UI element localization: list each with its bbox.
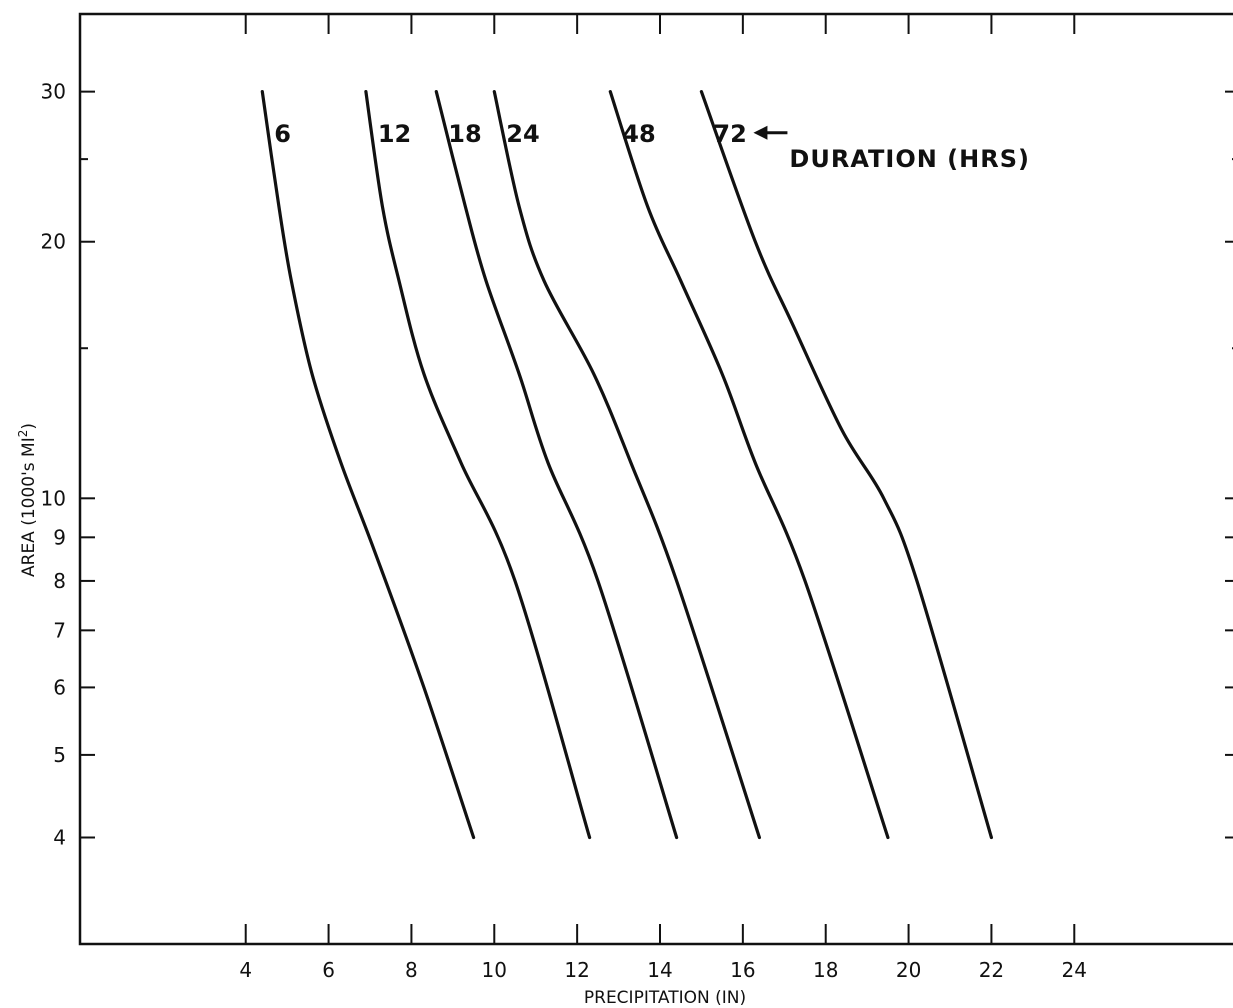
curve-label-72: 72: [713, 120, 746, 148]
y-tick-label: 7: [53, 618, 66, 642]
x-tick-label: 22: [979, 958, 1004, 982]
curve-label-24: 24: [506, 120, 539, 148]
duration-curve-48: [608, 90, 890, 840]
curve-label-18: 18: [448, 120, 481, 148]
y-tick-label: 4: [53, 826, 66, 850]
curve-label-48: 48: [622, 120, 655, 148]
x-tick-label: 24: [1062, 958, 1087, 982]
x-tick-label: 10: [482, 958, 507, 982]
duration-curves: 6 12 18 24 48 72: [260, 90, 993, 840]
y-tick-label: 9: [53, 525, 66, 549]
y-tick-label: 8: [53, 569, 66, 593]
duration-curve-12: [364, 90, 592, 840]
x-tick-label: 16: [730, 958, 755, 982]
x-axis-ticks: 4 6 8 10 12 14 16 18 20 22 24: [239, 14, 1087, 982]
y-axis-title-main: AREA (1000's MI: [19, 437, 39, 577]
plot-frame: [78, 12, 1233, 946]
duration-curve-24: [492, 90, 761, 840]
y-tick-label: 10: [41, 486, 66, 510]
x-tick-label: 6: [322, 958, 335, 982]
duration-curve-6: [260, 90, 476, 840]
y-tick-label: 20: [41, 230, 66, 254]
duration-curve-18: [434, 90, 679, 840]
duration-curve-72: [699, 90, 993, 840]
y-tick-label: 6: [53, 675, 66, 699]
x-tick-label: 20: [896, 958, 921, 982]
y-tick-label: 30: [41, 80, 66, 104]
x-tick-label: 18: [813, 958, 838, 982]
duration-annotation: DURATION (HRS): [789, 145, 1030, 173]
y-axis-ticks: 4 5 6 7 8 9 10 20 30: [41, 80, 1233, 850]
y-axis-title-close: ): [19, 423, 39, 430]
y-axis-title: AREA (1000's MI2): [16, 423, 39, 577]
curve-label-6: 6: [274, 120, 291, 148]
y-tick-label: 5: [53, 743, 66, 767]
x-tick-label: 8: [405, 958, 418, 982]
duration-arrow-head: [753, 125, 768, 140]
x-tick-label: 4: [239, 958, 252, 982]
x-tick-label: 14: [647, 958, 672, 982]
curve-label-12: 12: [378, 120, 411, 148]
y-axis-title-sup: 2: [16, 430, 30, 438]
x-axis-title: PRECIPITATION (IN): [584, 988, 746, 1008]
x-tick-label: 12: [564, 958, 589, 982]
